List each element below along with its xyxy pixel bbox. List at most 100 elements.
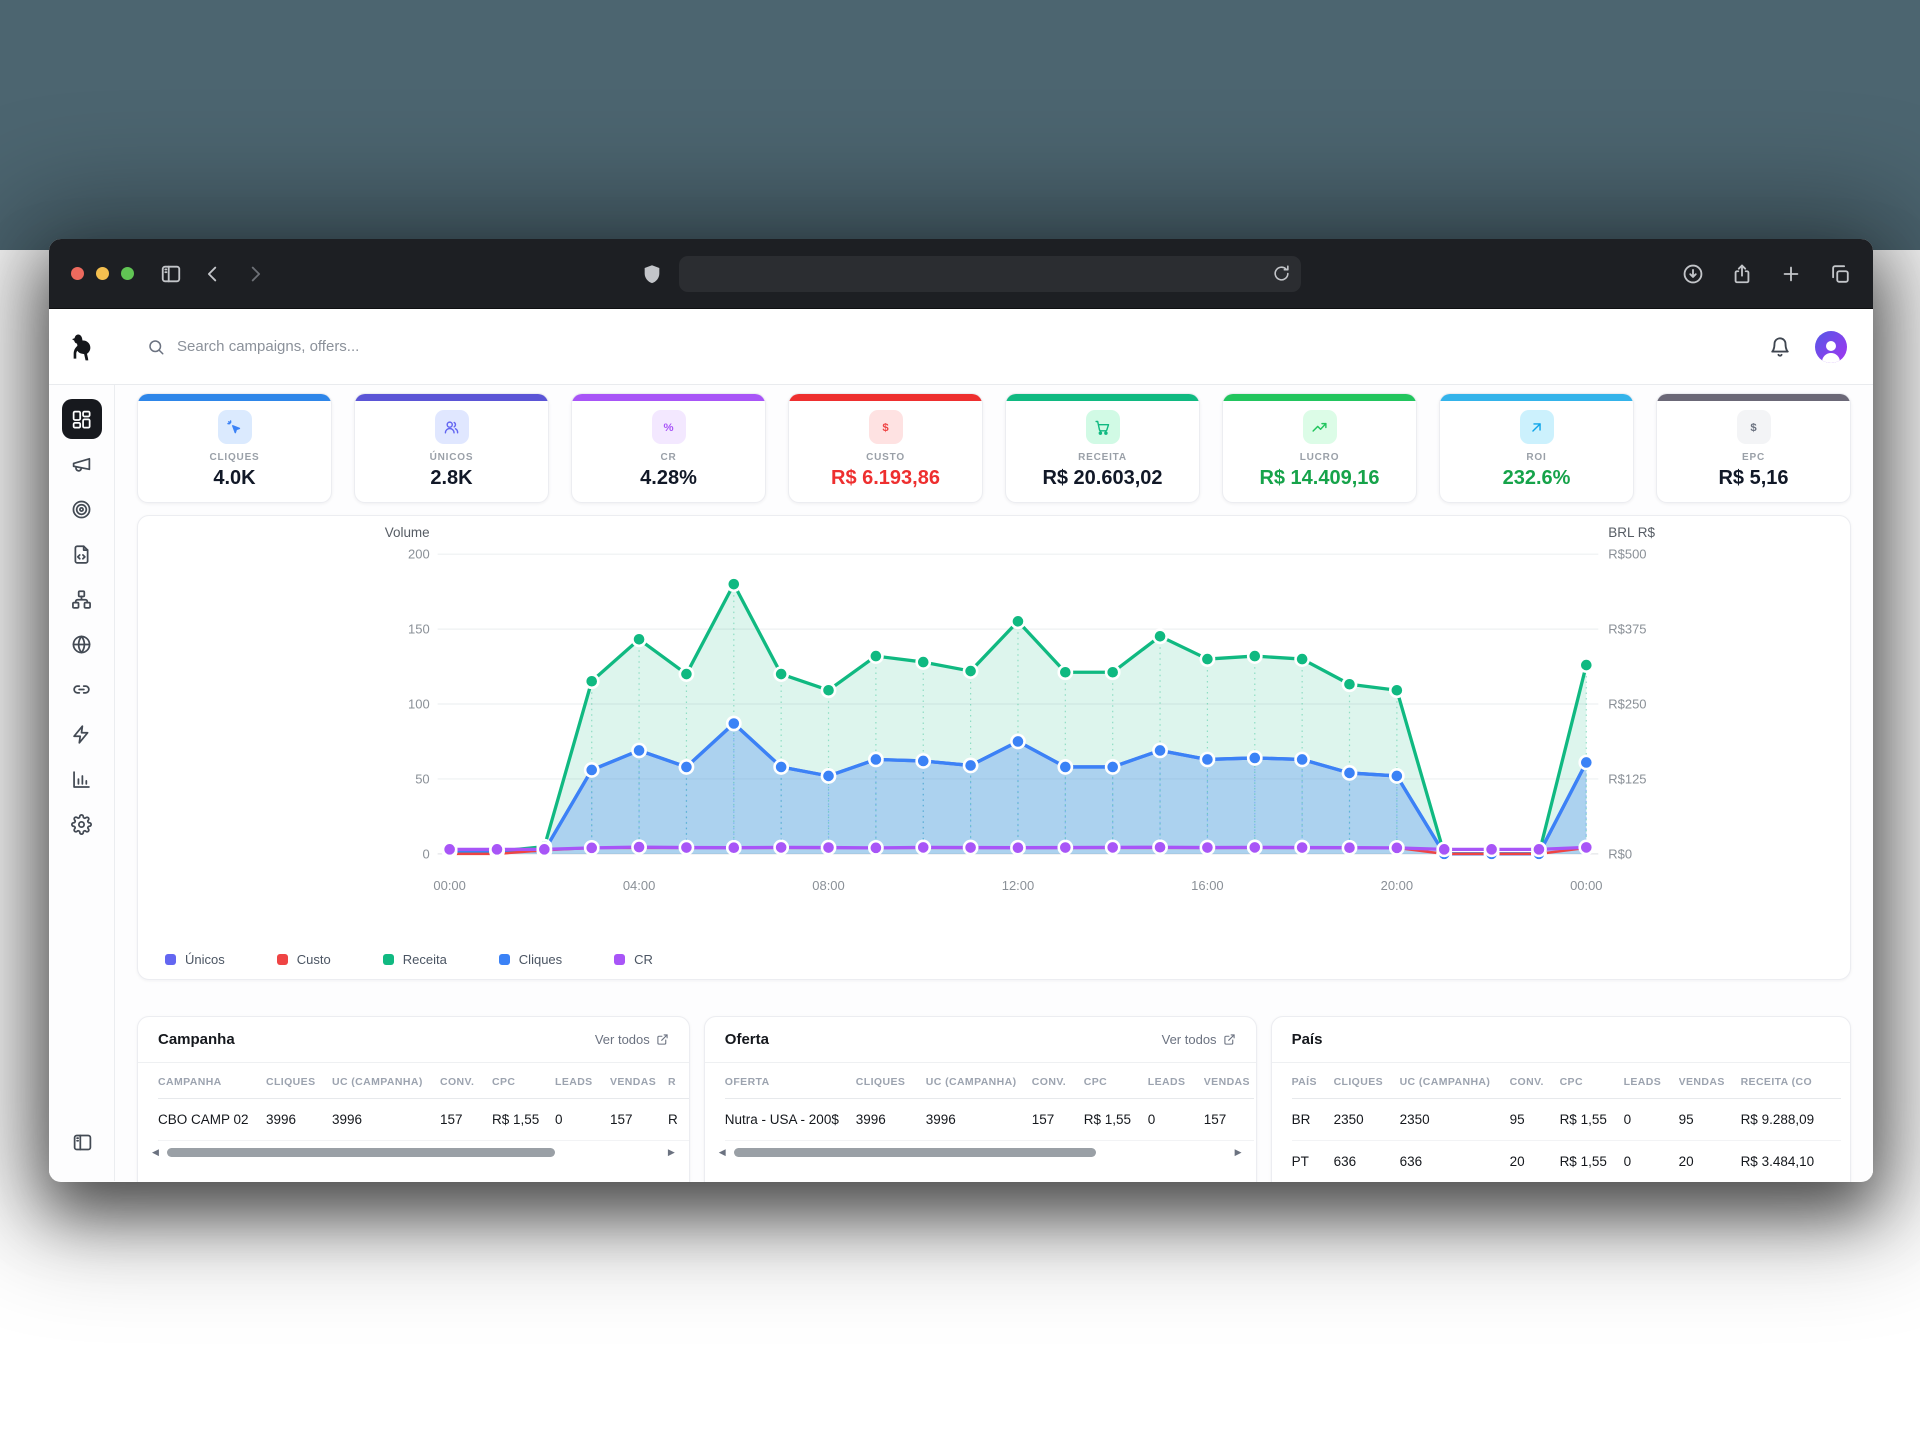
sidebar-item-funnels[interactable] bbox=[62, 579, 102, 619]
legend-label: Únicos bbox=[185, 952, 225, 967]
minimize-button[interactable] bbox=[96, 267, 109, 280]
table-cell: 0 bbox=[1623, 1098, 1679, 1141]
kpi-accent-bar bbox=[1440, 394, 1633, 401]
table-cell: 20 bbox=[1509, 1140, 1560, 1182]
sidebar-item-settings[interactable] bbox=[62, 804, 102, 844]
sidebar-item-automations[interactable] bbox=[62, 714, 102, 754]
legend-swatch bbox=[498, 954, 510, 965]
column-header: UC (CAMPANHA) bbox=[332, 1063, 440, 1099]
kpi-value: R$ 14.409,16 bbox=[1259, 467, 1380, 489]
traffic-lights bbox=[71, 267, 134, 280]
sidebar-item-reports[interactable] bbox=[62, 759, 102, 799]
avatar[interactable] bbox=[1815, 330, 1847, 363]
column-header: CAMPANHA bbox=[158, 1063, 266, 1099]
share-icon[interactable] bbox=[1731, 263, 1753, 285]
column-header: R bbox=[668, 1063, 689, 1099]
kpi-accent-bar bbox=[138, 394, 331, 401]
global-search bbox=[147, 338, 1769, 356]
kpi-value: R$ 20.603,02 bbox=[1042, 467, 1163, 489]
svg-text:200: 200 bbox=[408, 547, 430, 562]
table-row: Nutra - USA - 200$ 3996 3996 157 R$ 1,55 0 157 bbox=[724, 1098, 1254, 1141]
scroll-left-arrow[interactable]: ◀ bbox=[152, 1147, 159, 1157]
table-cell: R$ 1,55 bbox=[1083, 1098, 1148, 1141]
table-cell: 157 bbox=[1031, 1098, 1084, 1141]
column-header: CONV. bbox=[1509, 1063, 1560, 1099]
legend-label: Receita bbox=[402, 952, 447, 967]
legend-item-receita[interactable]: Receita bbox=[382, 952, 447, 967]
scroll-right-arrow[interactable]: ▶ bbox=[1234, 1147, 1242, 1157]
legend-swatch bbox=[382, 954, 394, 965]
close-button[interactable] bbox=[71, 267, 84, 280]
table-cell: 0 bbox=[1147, 1098, 1204, 1141]
table-cell: 0 bbox=[555, 1098, 610, 1141]
bell-icon[interactable] bbox=[1769, 336, 1791, 358]
table-cell: 3996 bbox=[855, 1098, 926, 1141]
kpi-card-cliques: CLIQUES 4.0K bbox=[137, 393, 332, 503]
reload-icon[interactable] bbox=[1272, 264, 1291, 283]
gear-icon bbox=[71, 813, 92, 835]
table-cell: 3996 bbox=[925, 1098, 1032, 1141]
sidebar-item-domains[interactable] bbox=[62, 624, 102, 664]
sidebar-item-links[interactable] bbox=[62, 669, 102, 709]
kpi-card-receita: RECEITA R$ 20.603,02 bbox=[1005, 393, 1200, 503]
kpi-accent-bar bbox=[789, 394, 982, 401]
users-icon bbox=[434, 410, 469, 444]
column-header: CONV. bbox=[1031, 1063, 1084, 1099]
kpi-value: R$ 6.193,86 bbox=[831, 467, 940, 489]
chevron-right-icon[interactable] bbox=[244, 263, 266, 285]
table-cell: 157 bbox=[440, 1098, 492, 1141]
download-icon[interactable] bbox=[1682, 263, 1704, 285]
tabs-icon[interactable] bbox=[1829, 263, 1851, 285]
scroll-thumb[interactable] bbox=[733, 1148, 1097, 1157]
dog-logo-icon[interactable] bbox=[49, 332, 115, 362]
legend-item-cr[interactable]: CR bbox=[614, 952, 653, 967]
zoom-button[interactable] bbox=[121, 267, 134, 280]
trending-up-icon bbox=[1302, 410, 1337, 444]
scroll-track[interactable] bbox=[165, 1148, 662, 1157]
scroll-thumb[interactable] bbox=[166, 1148, 555, 1157]
kpi-accent-bar bbox=[1657, 394, 1850, 401]
ver-todos-link[interactable]: Ver todos bbox=[595, 1032, 669, 1047]
table-cell: BR bbox=[1291, 1098, 1334, 1141]
address-bar[interactable] bbox=[679, 255, 1301, 292]
svg-text:Volume: Volume bbox=[385, 525, 430, 540]
sidebar-collapse-button[interactable] bbox=[62, 1122, 102, 1162]
legend-label: CR bbox=[634, 952, 653, 967]
table-card-país: País PAÍS CLIQUES UC (CAMPANHA) CONV. CPC LEAD… bbox=[1270, 1016, 1851, 1182]
legend-item-custo[interactable]: Custo bbox=[276, 952, 331, 967]
kpi-label: LUCRO bbox=[1299, 452, 1340, 463]
browser-chrome bbox=[49, 239, 1873, 309]
panel-left-icon[interactable] bbox=[160, 263, 182, 285]
column-header: LEADS bbox=[555, 1063, 610, 1099]
sidebar-item-campaigns[interactable] bbox=[62, 444, 102, 484]
scroll-track[interactable] bbox=[732, 1148, 1229, 1157]
scroll-right-arrow[interactable]: ▶ bbox=[667, 1147, 675, 1157]
table-cell: 157 bbox=[1203, 1098, 1254, 1141]
svg-text:R$125: R$125 bbox=[1608, 771, 1646, 786]
table-card-oferta: Oferta Ver todos OFERTA CLIQUES UC (CAMPANHA… bbox=[703, 1016, 1257, 1182]
search-input[interactable] bbox=[177, 338, 597, 355]
sidebar-item-dashboard[interactable] bbox=[61, 399, 102, 439]
table-card-campanha: Campanha Ver todos CAMPANHA CLIQUES UC (CAMP… bbox=[137, 1016, 690, 1182]
legend-item-únicos[interactable]: Únicos bbox=[165, 952, 225, 967]
kpi-accent-bar bbox=[1006, 394, 1199, 401]
scroll-left-arrow[interactable]: ◀ bbox=[718, 1147, 726, 1157]
sidebar-item-offers[interactable] bbox=[62, 489, 102, 529]
column-header: VENDAS bbox=[1203, 1063, 1254, 1099]
plus-icon[interactable] bbox=[1780, 263, 1802, 285]
kpi-label: CR bbox=[660, 452, 677, 463]
kpi-card-lucro: LUCRO R$ 14.409,16 bbox=[1222, 393, 1417, 503]
kpi-value: R$ 5,16 bbox=[1718, 467, 1789, 489]
table-cell: R$ 9.288,09 bbox=[1740, 1098, 1841, 1141]
legend-item-cliques[interactable]: Cliques bbox=[498, 952, 562, 967]
svg-text:%: % bbox=[663, 422, 673, 434]
legend-swatch bbox=[165, 954, 176, 965]
svg-text:20:00: 20:00 bbox=[1381, 878, 1413, 893]
ver-todos-link[interactable]: Ver todos bbox=[1162, 1032, 1236, 1047]
chevron-left-icon[interactable] bbox=[202, 263, 224, 285]
svg-text:100: 100 bbox=[408, 697, 430, 712]
sidebar-item-landing-pages[interactable] bbox=[62, 534, 102, 574]
arrow-up-right-icon bbox=[1519, 410, 1554, 444]
table-cell: 636 bbox=[1333, 1140, 1400, 1182]
svg-text:04:00: 04:00 bbox=[623, 878, 655, 893]
